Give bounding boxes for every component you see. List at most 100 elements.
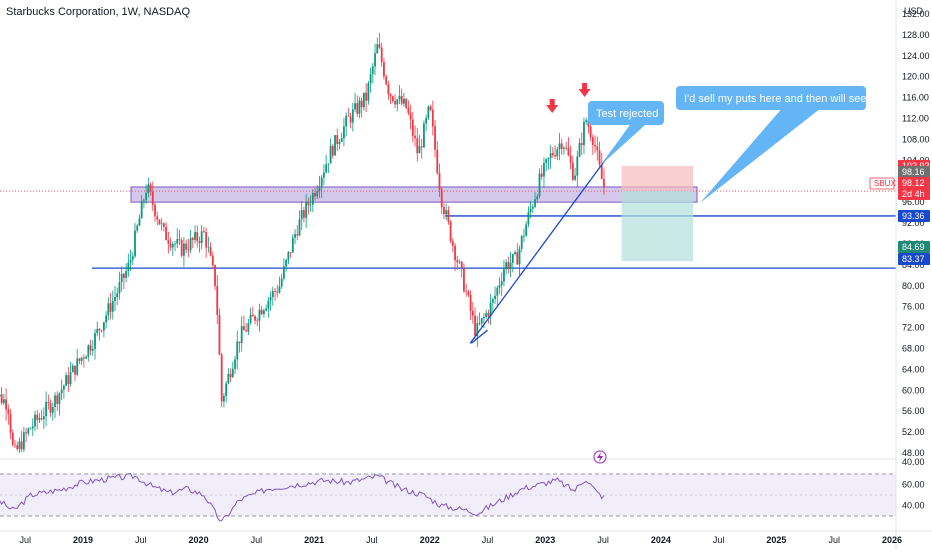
candle-body [136,226,138,231]
candle-body [565,148,567,149]
candle-body [505,262,507,269]
candle-body [539,174,541,197]
candle-body [196,232,198,241]
candle-body [581,143,583,145]
candle-body [407,108,409,113]
y-tick-label: 76.00 [902,302,925,312]
candle-body [87,345,89,357]
candle-body [239,342,241,343]
candle-body [576,157,578,176]
candle-body [543,163,545,177]
candle-body [63,386,65,390]
x-tick-label: Jul [482,535,494,545]
zone-layer [0,187,896,202]
candle-body [439,173,441,189]
candle-body [90,345,92,350]
candle-body [419,146,421,153]
candle-body [341,138,343,142]
candle-body [559,143,561,149]
candle-body [545,159,547,163]
candle-body [232,369,234,377]
stop-loss-zone[interactable] [622,166,694,191]
lightning-icon[interactable] [594,451,606,463]
target-price-tag: 84.69 [902,242,925,252]
candle-body [47,402,49,403]
candle-body [430,106,432,109]
y-tick-label: 124.00 [902,51,930,61]
candle-body [65,375,67,386]
candle-body [479,323,481,324]
candle-body [61,390,63,394]
x-tick-label: Jul [366,535,378,545]
candle-body [45,402,47,416]
candle-body [76,359,78,375]
test-rejected-callout-pointer [601,125,645,165]
candle-body [563,148,565,149]
candle-body [99,329,101,330]
y-tick-label: 68.00 [902,343,925,353]
candle-body [332,146,334,156]
trendline-1[interactable] [470,147,614,343]
sell-puts-label: I'd sell my puts here and then will see [684,93,866,105]
candle-body [496,288,498,296]
down-arrow-icon[interactable] [546,99,558,113]
candle-body [474,316,476,336]
x-tick-label: 2020 [189,535,209,545]
candle-body [241,326,243,343]
candle-body [16,445,18,449]
candle-body [201,231,203,243]
candle-body [583,122,585,145]
candle-body [279,286,281,292]
candle-body [387,84,389,94]
candle-body [303,210,305,218]
y-tick-label: 120.00 [902,72,930,82]
candle-body [74,366,76,375]
profit-target-zone[interactable] [622,191,694,261]
candle-body [434,126,436,149]
candle-body [310,205,312,206]
candle-body [3,399,5,403]
candle-body [519,249,521,265]
candle-body [32,426,34,428]
candle-body [194,232,196,240]
x-tick-label: 2026 [882,535,902,545]
candle-body [83,358,85,359]
x-tick-label: 2021 [304,535,324,545]
candle-body [265,308,267,310]
candle-body [256,321,258,322]
candle-body [414,136,416,138]
candle-body [181,240,183,256]
down-arrow-icon[interactable] [579,83,591,97]
rsi-y-tick-label: 40.00 [902,501,925,511]
candle-body [350,117,352,123]
candle-body [5,399,7,409]
candle-body [245,330,247,331]
candle-body [383,62,385,76]
trendline-2[interactable] [471,330,487,343]
candle-body [92,349,94,351]
candle-body [274,291,276,292]
candle-body [285,260,287,267]
position-layer[interactable] [622,166,694,261]
candle-body [36,415,38,420]
candle-body [523,236,525,237]
candle-body [10,414,12,433]
candle-body [532,207,534,209]
candle-body [570,155,572,162]
candle-body [41,418,43,419]
sell-puts-callout[interactable]: I'd sell my puts here and then will see [676,86,866,203]
candle-body [25,432,27,433]
trend-layer[interactable] [470,147,614,343]
candle-body [123,274,125,278]
candle-body [259,310,261,321]
candle-body [283,266,285,278]
candle-body [54,395,56,407]
candle-body [459,262,461,263]
candle-body [185,244,187,250]
x-tick-label: Jul [828,535,840,545]
candle-body [436,150,438,173]
candle-body [301,210,303,219]
